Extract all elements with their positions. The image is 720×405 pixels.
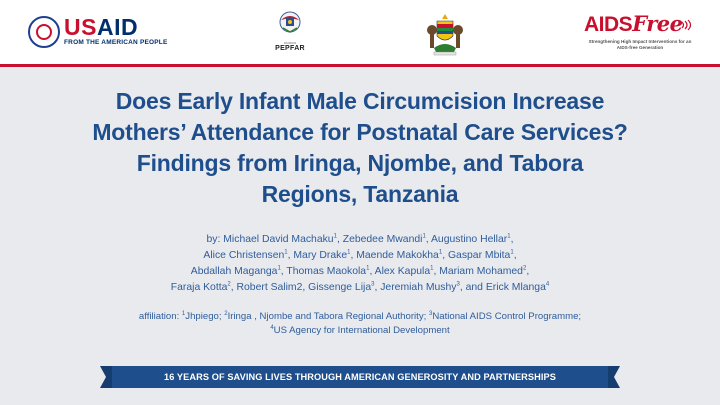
author-name: Faraja Kotta — [170, 282, 228, 293]
title-line-1: Does Early Infant Male Circumcision Incr… — [115, 88, 605, 114]
author-name: Michael David Machaku — [223, 234, 334, 245]
coat-of-arms-icon — [427, 14, 463, 56]
usaid-wordmark-us: US — [64, 14, 97, 40]
banner-ribbon-icon — [100, 366, 620, 388]
affiliation-sup: 4 — [270, 324, 274, 331]
author-name: Alice Christensen — [203, 250, 285, 261]
author-name: Abdallah Maganga — [190, 266, 278, 277]
author-line: Abdallah Maganga1, Thomas Maokola1, Alex… — [190, 265, 530, 277]
author-affil-sup: 1 — [438, 249, 443, 256]
pepfar-logo: •••••••••• PEPFAR — [268, 10, 312, 56]
title-line-3: Findings from Iringa, Njombe, and Tabora — [136, 150, 584, 176]
author-affil-sup: 1 — [333, 233, 337, 240]
aidsfree-wordmark: AIDSFree — [584, 12, 683, 37]
affiliation-prefix: affiliation: — [138, 311, 180, 322]
aidsfree-logo: AIDSFree Strengthening High Impact Inter… — [578, 10, 698, 60]
author-affil-sup: 3 — [371, 281, 375, 288]
affiliation-line: 4US Agency for International Development — [40, 324, 680, 338]
usaid-tagline: FROM THE AMERICAN PEOPLE — [64, 39, 168, 46]
affiliation-text: National AIDS Control Programme; — [432, 311, 582, 322]
affiliation-sup: 3 — [428, 310, 433, 317]
logo-header: USAID FROM THE AMERICAN PEOPLE •••••••••… — [0, 0, 720, 64]
usaid-seal-icon — [28, 16, 60, 48]
author-line: Alice Christensen1, Mary Drake1, Maende … — [203, 249, 517, 261]
tagline-banner: 16 YEARS OF SAVING LIVES THROUGH AMERICA… — [112, 366, 608, 388]
aidsfree-wordmark-aids: AIDS — [584, 13, 633, 36]
affiliation-text: Iringa , Njombe and Tabora Regional Auth… — [227, 311, 427, 322]
tanzania-coat-of-arms — [424, 10, 466, 56]
aidsfree-waves-icon — [681, 19, 692, 31]
affiliation-line: affiliation: 1Jhpiego; 2Iringa , Njombe … — [40, 310, 680, 324]
author-name: Robert Salim2 — [236, 282, 303, 293]
author-affil-sup: 1 — [510, 249, 514, 256]
author-affil-sup: 1 — [366, 265, 370, 272]
affiliation-text: Jhpiego; — [185, 311, 222, 322]
author-affil-sup: 2 — [227, 281, 231, 288]
header-divider — [0, 64, 720, 67]
author-name: Mary Drake — [293, 250, 348, 261]
author-name: Erick Mlanga — [485, 282, 546, 293]
author-name: Augustino Hellar — [430, 234, 508, 245]
author-affil-sup: 4 — [545, 281, 550, 288]
author-affil-sup: 3 — [456, 281, 460, 288]
usaid-logo: USAID FROM THE AMERICAN PEOPLE — [28, 14, 168, 50]
author-affil-sup: 1 — [422, 233, 426, 240]
pepfar-name: PEPFAR — [275, 45, 305, 52]
author-line: by: Michael David Machaku1, Zebedee Mwan… — [206, 233, 514, 245]
author-name: Mariam Mohamed — [439, 266, 523, 277]
affiliation-sup: 2 — [224, 310, 228, 317]
author-name: Alex Kapula — [374, 266, 431, 277]
author-name: Jeremiah Mushy — [380, 282, 457, 293]
affiliations: affiliation: 1Jhpiego; 2Iringa , Njombe … — [40, 310, 680, 338]
title-line-2: Mothers’ Attendance for Postnatal Care S… — [92, 119, 628, 145]
author-line: Faraja Kotta2, Robert Salim2, Gissenge L… — [170, 281, 550, 293]
author-affil-sup: 1 — [430, 265, 434, 272]
author-affil-sup: 1 — [507, 233, 511, 240]
affiliation-text: US Agency for International Development — [273, 325, 450, 336]
usaid-wordmark: USAID — [64, 14, 138, 40]
author-affil-sup: 1 — [277, 265, 281, 272]
author-name: Gissenge Lija — [308, 282, 372, 293]
author-affil-sup: 1 — [284, 249, 288, 256]
author-name: Maende Makokha — [356, 250, 439, 261]
authors-prefix: by: — [206, 234, 221, 245]
title-line-4: Regions, Tanzania — [261, 181, 459, 207]
author-name: Gaspar Mbita — [447, 250, 511, 261]
author-name: Zebedee Mwandi — [342, 234, 423, 245]
affiliation-sup: 1 — [181, 310, 186, 317]
pepfar-emblem-icon — [279, 11, 301, 33]
pepfar-small-text-icon: •••••••••• — [283, 41, 297, 45]
presentation-title: Does Early Infant Male Circumcision Incr… — [20, 86, 700, 210]
author-name: Thomas Maokola — [286, 266, 367, 277]
aidsfree-wordmark-free: Free — [632, 11, 683, 36]
aidsfree-tagline: Strengthening High Impact Interventions … — [588, 39, 692, 50]
author-affil-sup: 1 — [347, 249, 351, 256]
author-affil-sup: 2 — [522, 265, 527, 272]
author-list: by: Michael David Machaku1, Zebedee Mwan… — [40, 232, 680, 296]
usaid-wordmark-aid: AID — [96, 14, 139, 40]
